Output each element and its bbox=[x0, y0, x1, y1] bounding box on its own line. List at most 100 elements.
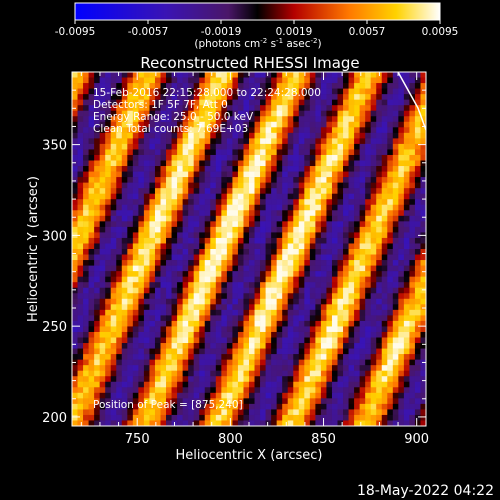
heatmap-cell bbox=[304, 337, 311, 344]
heatmap-cell bbox=[132, 315, 139, 322]
heatmap-cell bbox=[387, 83, 394, 89]
heatmap-cell bbox=[199, 298, 206, 305]
heatmap-cell bbox=[304, 381, 311, 388]
heatmap-cell bbox=[149, 232, 156, 239]
heatmap-cell bbox=[315, 171, 322, 178]
annotation-peak-position: Position of Peak = [875,240] bbox=[93, 399, 243, 411]
heatmap-cell bbox=[99, 160, 106, 167]
heatmap-cell bbox=[370, 232, 377, 239]
heatmap-cell bbox=[110, 398, 117, 405]
heatmap-cell bbox=[83, 276, 89, 283]
heatmap-cell bbox=[215, 254, 222, 261]
heatmap-cell bbox=[149, 215, 156, 222]
heatmap-cell bbox=[72, 72, 78, 78]
heatmap-cell bbox=[370, 309, 377, 316]
heatmap-cell bbox=[232, 254, 239, 261]
heatmap-cell bbox=[171, 177, 178, 183]
heatmap-cell bbox=[243, 149, 250, 156]
heatmap-cell bbox=[121, 249, 128, 255]
heatmap-cell bbox=[320, 204, 327, 211]
heatmap-cell bbox=[132, 249, 139, 255]
heatmap-cell bbox=[249, 249, 255, 255]
heatmap-cell bbox=[105, 232, 112, 239]
heatmap-cell bbox=[354, 166, 360, 172]
heatmap-cell bbox=[204, 154, 211, 161]
heatmap-cell bbox=[337, 143, 344, 150]
heatmap-cell bbox=[287, 204, 294, 211]
heatmap-cell bbox=[337, 199, 344, 206]
heatmap-cell bbox=[282, 243, 289, 250]
heatmap-cell bbox=[315, 77, 322, 84]
heatmap-cell bbox=[287, 409, 294, 416]
heatmap-cell bbox=[83, 221, 89, 228]
heatmap-cell bbox=[88, 232, 95, 239]
heatmap-cell bbox=[94, 182, 101, 189]
heatmap-cell bbox=[392, 282, 399, 289]
heatmap-cell bbox=[359, 276, 366, 283]
heatmap-cell bbox=[392, 221, 399, 228]
heatmap-cell bbox=[287, 392, 294, 399]
heatmap-cell bbox=[370, 138, 377, 145]
heatmap-cell bbox=[414, 365, 421, 372]
heatmap-cell bbox=[370, 376, 377, 383]
heatmap-cell bbox=[88, 282, 95, 289]
heatmap-cell bbox=[199, 348, 206, 355]
heatmap-cell bbox=[293, 276, 300, 283]
heatmap-cell bbox=[276, 365, 283, 372]
annotation-energy-range: Energy Range: 25.0 - 50.0 keV bbox=[93, 111, 254, 123]
heatmap-cell bbox=[298, 226, 305, 233]
heatmap-cell bbox=[354, 331, 360, 338]
heatmap-cell bbox=[254, 105, 261, 112]
heatmap-cell bbox=[387, 237, 394, 244]
heatmap-cell bbox=[365, 77, 372, 84]
heatmap-cell bbox=[354, 105, 360, 112]
heatmap-cell bbox=[409, 72, 416, 78]
heatmap-cell bbox=[221, 121, 228, 128]
heatmap-cell bbox=[282, 282, 289, 289]
heatmap-cell bbox=[414, 132, 421, 139]
heatmap-cell bbox=[271, 326, 278, 333]
heatmap-cell bbox=[287, 237, 294, 244]
heatmap-cell bbox=[287, 105, 294, 112]
heatmap-cell bbox=[77, 88, 84, 95]
heatmap-cell bbox=[237, 177, 244, 183]
heatmap-cell bbox=[403, 204, 410, 211]
heatmap-cell bbox=[370, 149, 377, 156]
heatmap-cell bbox=[132, 293, 139, 300]
heatmap-cell bbox=[143, 409, 150, 416]
heatmap-cell bbox=[160, 226, 167, 233]
heatmap-cell bbox=[166, 359, 172, 366]
heatmap-cell bbox=[232, 331, 239, 338]
heatmap-cell bbox=[265, 326, 272, 333]
heatmap-cell bbox=[276, 177, 283, 183]
heatmap-cell bbox=[193, 177, 200, 183]
heatmap-cell bbox=[271, 409, 278, 416]
heatmap-cell bbox=[387, 232, 394, 239]
heatmap-cell bbox=[143, 243, 150, 250]
heatmap-cell bbox=[188, 365, 195, 372]
heatmap-cell bbox=[177, 72, 183, 78]
heatmap-cell bbox=[381, 276, 388, 283]
heatmap-cell bbox=[298, 348, 305, 355]
heatmap-cell bbox=[199, 403, 206, 410]
heatmap-cell bbox=[409, 354, 416, 360]
heatmap-cell bbox=[320, 337, 327, 344]
heatmap-cell bbox=[237, 237, 244, 244]
heatmap-cell bbox=[365, 298, 372, 305]
heatmap-cell bbox=[154, 271, 161, 278]
heatmap-cell bbox=[276, 149, 283, 156]
heatmap-cell bbox=[105, 210, 112, 217]
heatmap-cell bbox=[276, 298, 283, 305]
heatmap-cell bbox=[398, 171, 405, 178]
heatmap-cell bbox=[138, 381, 145, 388]
heatmap-cell bbox=[204, 320, 211, 327]
heatmap-cell bbox=[243, 403, 250, 410]
heatmap-cell bbox=[127, 188, 134, 195]
heatmap-cell bbox=[210, 265, 217, 272]
heatmap-cell bbox=[149, 121, 156, 128]
heatmap-cell bbox=[215, 160, 222, 167]
heatmap-cell bbox=[276, 154, 283, 161]
heatmap-cell bbox=[414, 177, 421, 183]
heatmap-cell bbox=[414, 398, 421, 405]
heatmap-cell bbox=[138, 132, 145, 139]
